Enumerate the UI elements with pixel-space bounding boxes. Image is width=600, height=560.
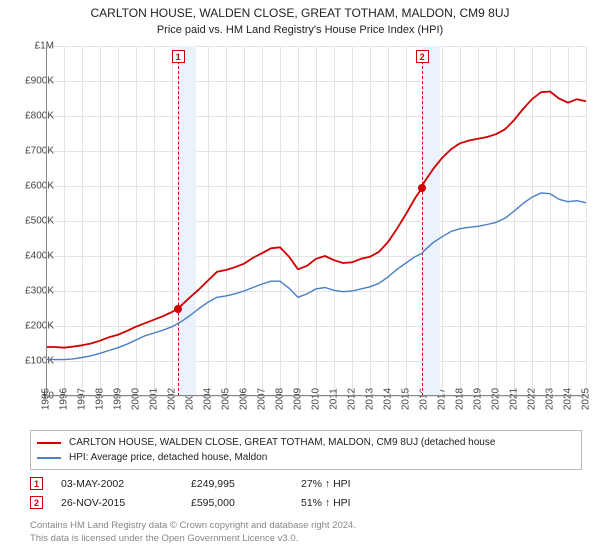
- series-property: [46, 92, 586, 348]
- sale-diff: 27% ↑ HPI: [301, 478, 411, 490]
- sale-index-box: 1: [30, 477, 43, 490]
- sale-index-box: 2: [30, 496, 43, 509]
- sale-price: £249,995: [191, 478, 301, 490]
- attribution-line2: This data is licensed under the Open Gov…: [30, 533, 582, 546]
- sale-diff: 51% ↑ HPI: [301, 497, 411, 509]
- sale-row: 2 26-NOV-2015£595,00051% ↑ HPI: [30, 493, 582, 512]
- y-axis: [46, 46, 47, 396]
- sale-marker-dot: [418, 184, 426, 192]
- sales-table: 1 03-MAY-2002£249,99527% ↑ HPI 2 26-NOV-201…: [30, 474, 582, 512]
- sale-date: 26-NOV-2015: [61, 497, 191, 509]
- legend-label: CARLTON HOUSE, WALDEN CLOSE, GREAT TOTHA…: [69, 437, 495, 448]
- sale-marker-box: 2: [416, 50, 429, 63]
- sale-marker-dot: [174, 305, 182, 313]
- x-axis: [46, 395, 586, 396]
- sale-row: 1 03-MAY-2002£249,99527% ↑ HPI: [30, 474, 582, 493]
- page-title: CARLTON HOUSE, WALDEN CLOSE, GREAT TOTHA…: [0, 0, 600, 22]
- gridline-v: [586, 46, 587, 396]
- series-hpi: [46, 193, 586, 360]
- sale-date: 03-MAY-2002: [61, 478, 191, 490]
- sale-marker-box: 1: [172, 50, 185, 63]
- attribution: Contains HM Land Registry data © Crown c…: [30, 520, 582, 546]
- chart-lines: [46, 46, 586, 396]
- page-subtitle: Price paid vs. HM Land Registry's House …: [0, 22, 600, 40]
- legend-swatch: [37, 457, 61, 459]
- legend-label: HPI: Average price, detached house, Mald…: [69, 452, 267, 463]
- legend-row: HPI: Average price, detached house, Mald…: [37, 450, 575, 465]
- sale-price: £595,000: [191, 497, 301, 509]
- legend: CARLTON HOUSE, WALDEN CLOSE, GREAT TOTHA…: [30, 430, 582, 470]
- chart-area: 12: [46, 46, 587, 396]
- legend-row: CARLTON HOUSE, WALDEN CLOSE, GREAT TOTHA…: [37, 435, 575, 450]
- attribution-line1: Contains HM Land Registry data © Crown c…: [30, 520, 582, 533]
- legend-swatch: [37, 442, 61, 444]
